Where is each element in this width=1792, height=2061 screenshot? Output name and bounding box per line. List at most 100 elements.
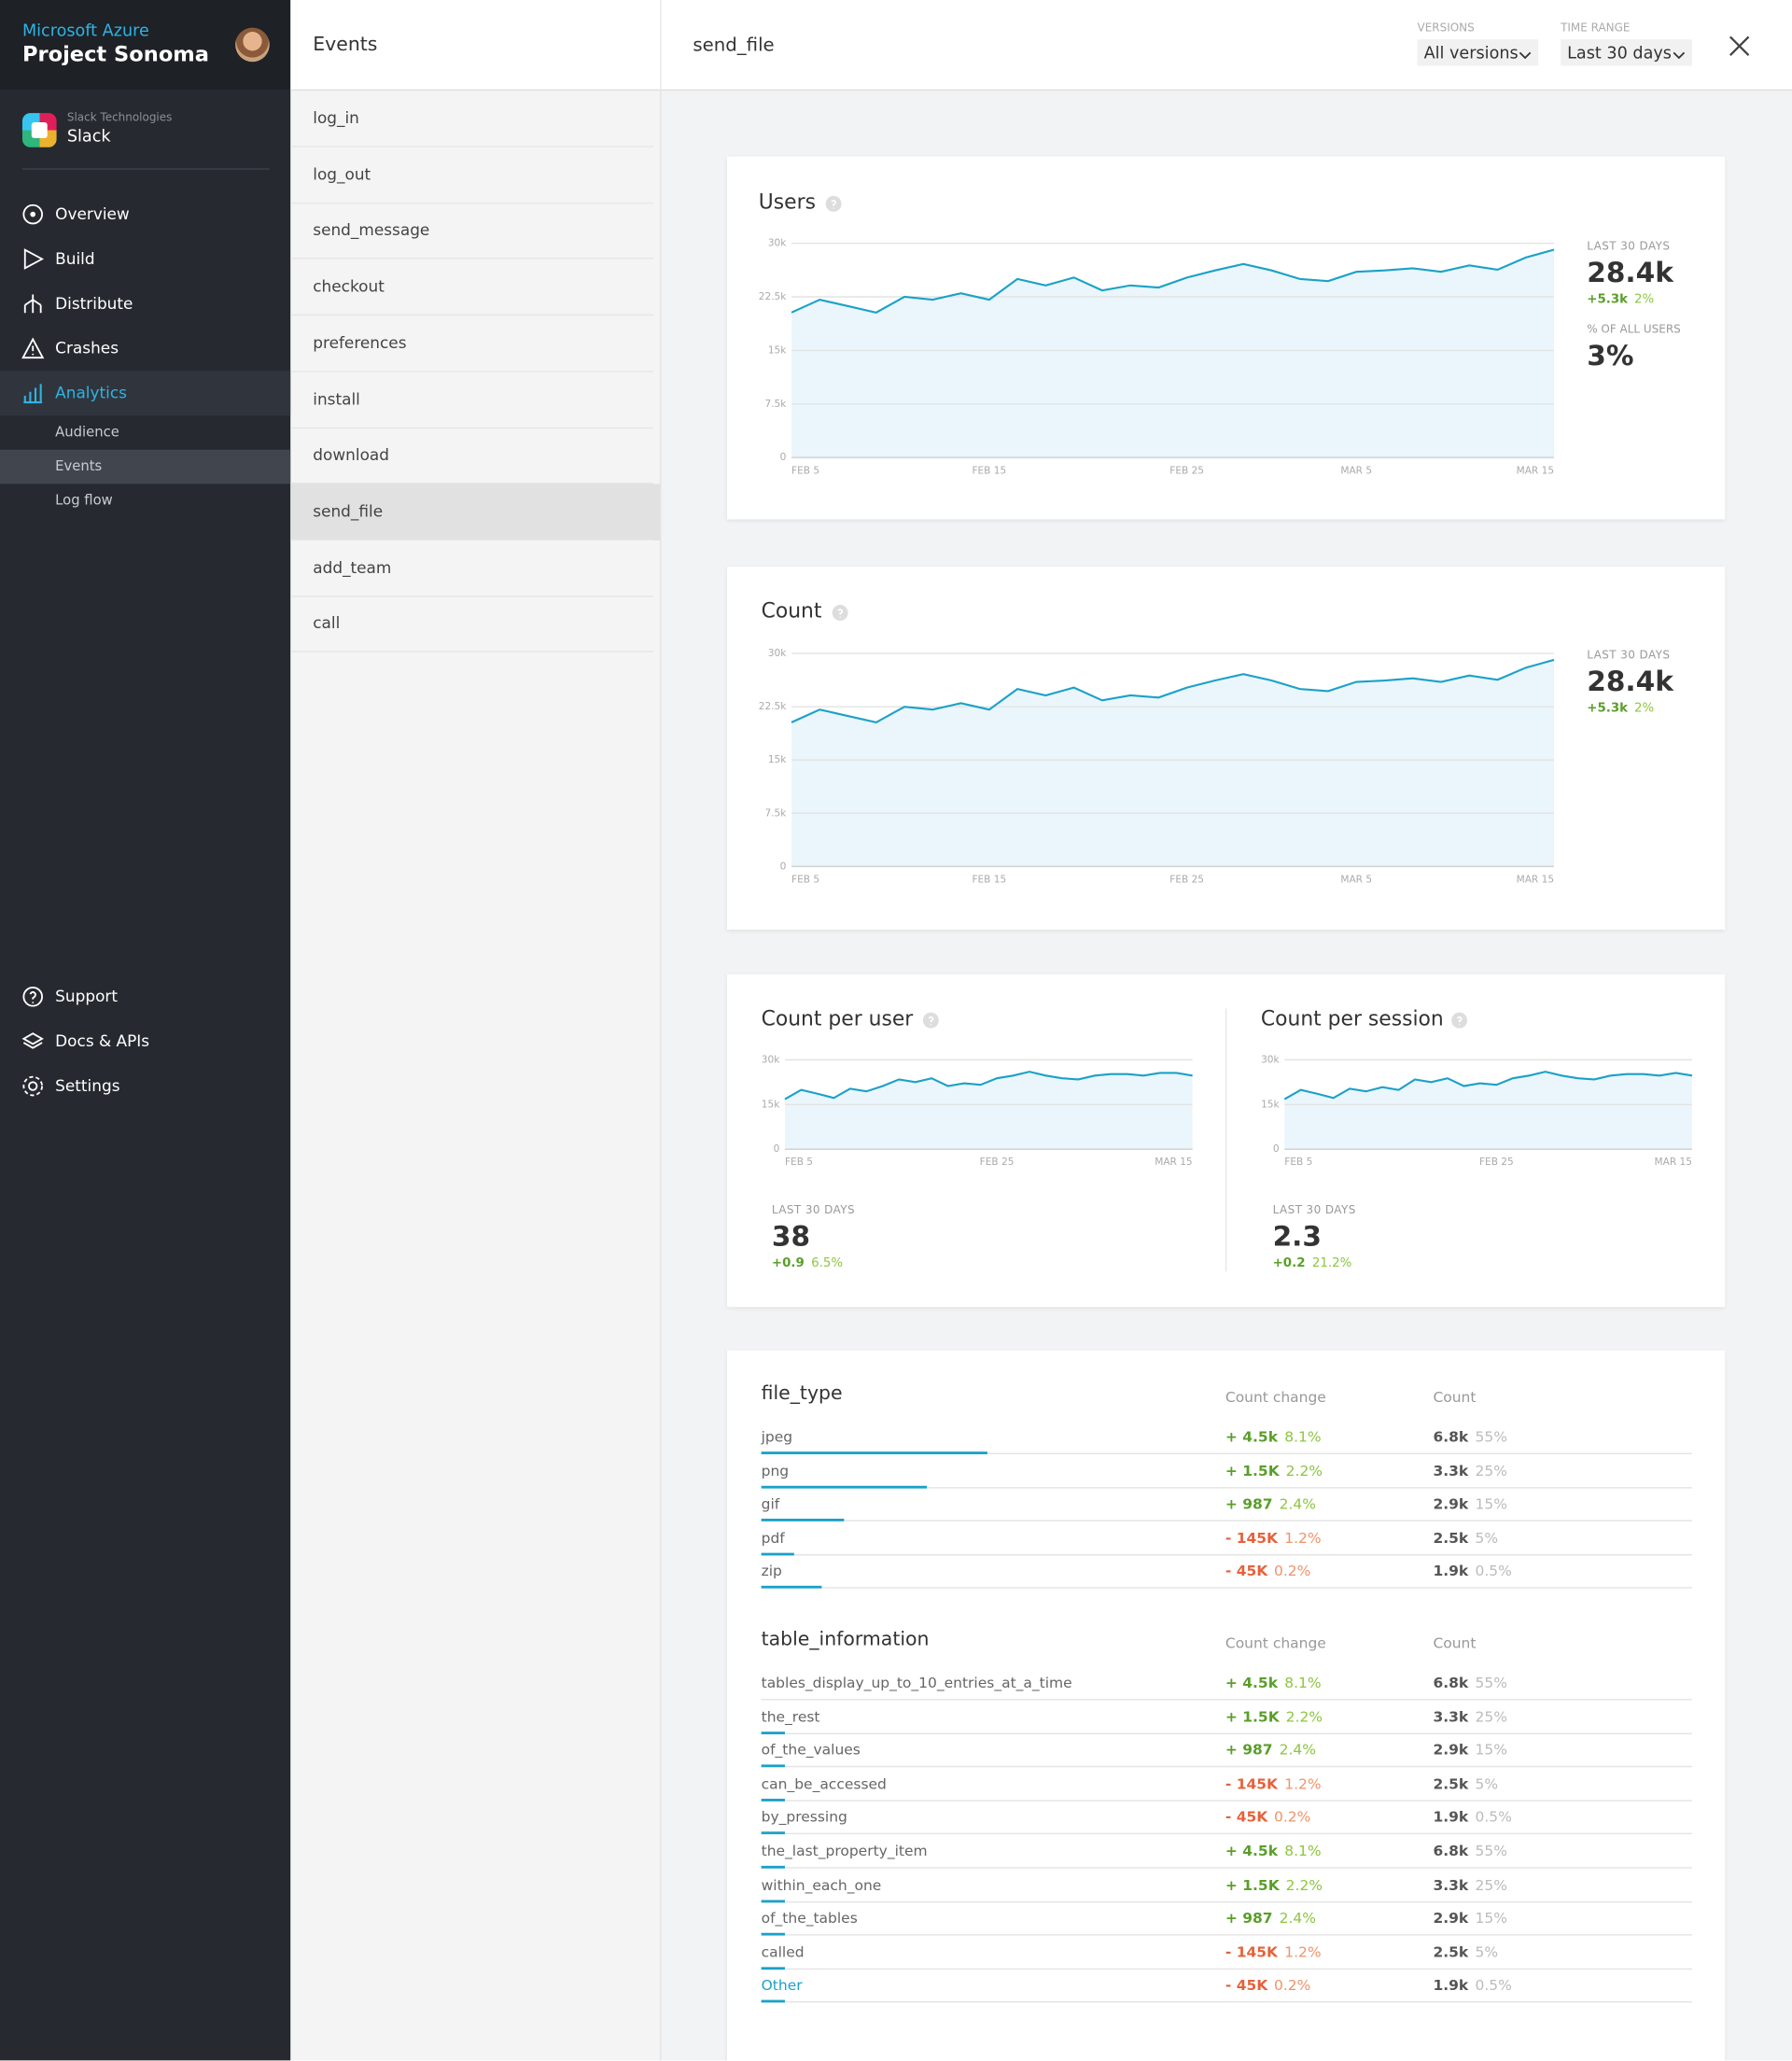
nav-item[interactable]: Distribute [55,294,133,313]
nav-icon [22,1075,43,1097]
brand-title: Project Sonoma [21,41,209,67]
nav-item[interactable]: Overview [55,204,130,224]
event-item[interactable]: log_out [313,164,371,184]
row-name[interactable]: Other [761,1977,803,1995]
row-count: 3.3k [1433,1462,1469,1479]
row-count: 1.9k [1433,1809,1469,1827]
nav-item[interactable]: Support [55,987,118,1006]
nav-icon [21,1032,44,1049]
stat-label: LAST 30 DAYS [1272,1204,1356,1218]
nav-item[interactable]: Build [55,249,95,269]
y-tick-label: 30k [762,1054,780,1065]
help-icon[interactable] [825,195,842,212]
row-divider [761,2001,1692,2003]
event-item[interactable]: call [313,613,341,633]
row-change-pct: 0.2% [1273,1563,1311,1580]
versions-value[interactable]: All versions [1423,42,1519,63]
event-item[interactable]: download [313,445,390,465]
help-glyph [831,199,837,209]
row-count-pct: 55% [1475,1428,1507,1446]
row-change-pct: 2.4% [1279,1910,1317,1928]
events-header [290,0,661,91]
row-count-pct: 55% [1475,1843,1507,1860]
row-divider [761,1732,1692,1734]
x-tick-label: MAR 5 [1340,465,1372,476]
event-divider [290,539,654,540]
row-bar [761,1586,821,1590]
y-tick-label: 0 [1273,1143,1280,1155]
row-bar [761,1899,785,1902]
nav-icon [22,986,43,1007]
row-name: within_each_one [761,1876,882,1894]
subnav-item[interactable]: Events [55,458,103,475]
versions-select[interactable] [1417,39,1539,66]
row-change-pct: 8.1% [1284,1428,1322,1446]
row-name: pdf [761,1529,785,1547]
column-header: Count [1433,1389,1477,1407]
nav-item[interactable]: Analytics [55,384,127,402]
event-item[interactable]: add_team [313,557,392,577]
x-tick-label: FEB 5 [1284,1157,1312,1168]
row-divider [761,1800,1692,1802]
row-divider [761,1833,1692,1835]
column-header: Count [1433,1634,1477,1652]
row-count: 6.8k [1433,1674,1469,1692]
card [726,1350,1726,2061]
row-change: + 1.5K [1225,1707,1280,1726]
row-bar [761,1798,785,1802]
y-tick-label: 7.5k [764,399,787,410]
nav-item[interactable]: Docs & APIs [55,1031,150,1051]
subnav-active-bg [0,449,291,484]
row-divider [761,1968,1692,1970]
help-icon[interactable] [1451,1012,1468,1029]
nav-item[interactable]: Settings [55,1076,120,1096]
row-change: - 145K [1225,1774,1279,1793]
event-item[interactable]: preferences [313,333,407,352]
event-item[interactable]: send_file [313,501,384,521]
subnav-item[interactable]: Log flow [55,492,113,509]
stat-label: LAST 30 DAYS [1587,240,1671,254]
event-item[interactable]: checkout [313,277,385,296]
line-chart: 0 7.5k 15k 22.5k 30k FEB 5 FEB 15 FEB 25 MAR 5 MA… [759,648,1555,885]
range-value[interactable]: Last 30 days [1567,42,1672,63]
event-divider [290,483,654,484]
row-change: - 145K [1225,1529,1279,1547]
event-item[interactable]: install [313,389,360,409]
x-tick-label: MAR 15 [1517,874,1554,885]
row-change: + 4.5k [1225,1428,1279,1446]
card-divider [1225,1008,1227,1272]
line [784,1071,1193,1101]
row-name: by_pressing [761,1809,847,1827]
area [791,659,1555,867]
y-tick-label: 0 [774,1143,780,1155]
event-divider [290,427,654,428]
row-count-pct: 25% [1475,1462,1507,1479]
nav-item[interactable]: Crashes [55,339,119,358]
row-divider [761,1486,1692,1489]
row-name: gif [761,1495,780,1513]
stat-delta-pct: 21.2% [1311,1255,1352,1271]
range-select[interactable] [1561,39,1692,66]
subnav-item[interactable]: Audience [55,424,119,441]
y-tick-label: 22.5k [759,291,787,302]
x-tick-label: FEB 5 [791,874,819,885]
stat-delta-pct: 2% [1633,292,1655,307]
row-bar [761,1831,785,1835]
row-change-pct: 8.1% [1284,1674,1322,1692]
app-org: Slack Technologies [66,111,173,125]
line [1283,1071,1693,1101]
event-item[interactable]: send_message [313,220,430,240]
brand-product: Microsoft Azure [21,20,149,40]
row-count: 2.5k [1433,1943,1469,1961]
help-icon[interactable] [832,604,848,621]
avatar[interactable] [235,27,270,63]
app-name: Slack [66,125,111,146]
nav-icon [23,384,43,404]
close-button[interactable] [1728,35,1751,58]
event-item[interactable]: log_in [313,108,359,128]
row-divider [761,1900,1692,1902]
row-change-pct: 2.4% [1279,1495,1317,1513]
help-icon[interactable] [922,1012,939,1029]
row-count: 3.3k [1433,1876,1469,1894]
divider [21,168,270,170]
